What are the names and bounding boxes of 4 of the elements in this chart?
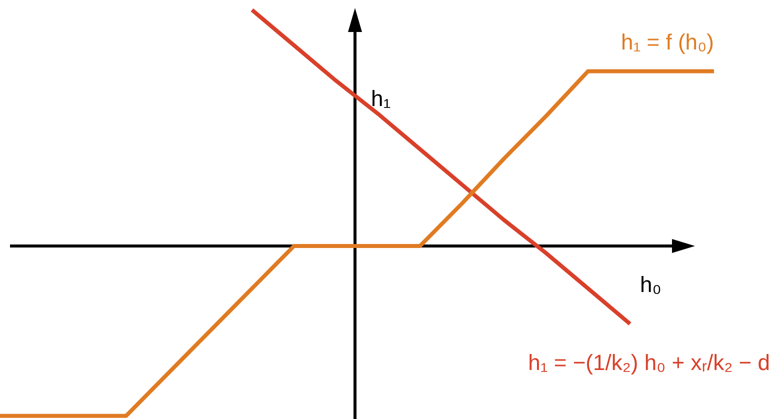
x-axis-title: h₀ [640, 272, 662, 298]
series-label: h₁ = f (h₀) [621, 29, 714, 54]
series-label: h₁ = −(1/k₂) h₀ + xᵣ/k₂ − d [528, 350, 770, 375]
y-axis-title: h₁ [371, 86, 391, 112]
